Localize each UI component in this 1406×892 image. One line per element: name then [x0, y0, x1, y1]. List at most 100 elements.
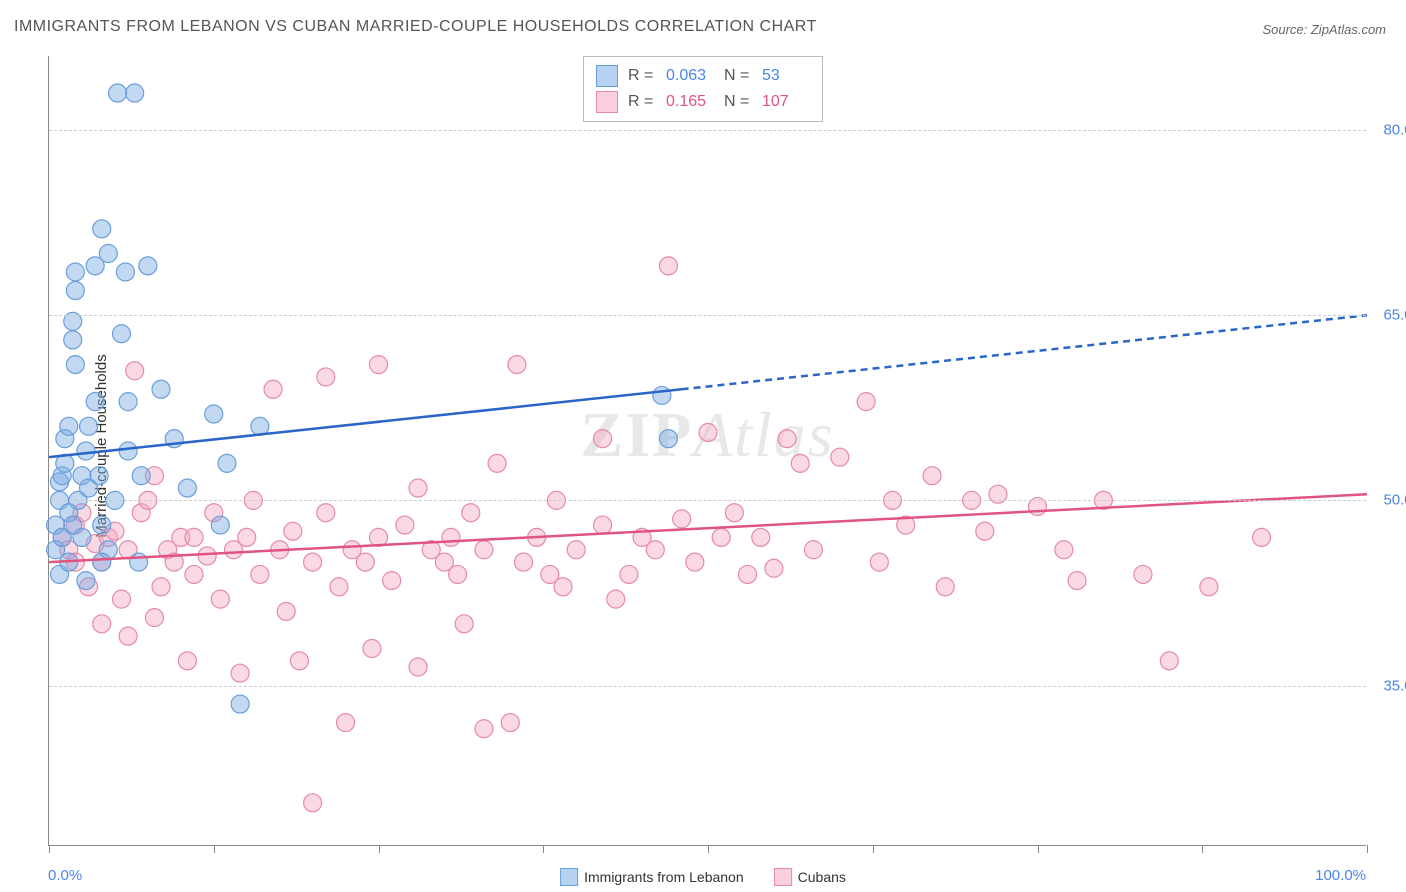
legend-item: Immigrants from Lebanon	[560, 868, 744, 886]
r-value: 0.165	[666, 93, 714, 111]
r-label: R =	[628, 93, 656, 111]
cubans-point	[152, 578, 170, 596]
r-value: 0.063	[666, 67, 714, 85]
gridline	[49, 315, 1366, 316]
legend-label: Cubans	[798, 869, 846, 885]
cubans-point	[264, 380, 282, 398]
cubans-point	[396, 516, 414, 534]
lebanon-point	[66, 282, 84, 300]
cubans-point	[304, 553, 322, 571]
x-tick	[214, 845, 215, 853]
lebanon-point	[659, 430, 677, 448]
cubans-point	[119, 627, 137, 645]
cubans-point	[791, 454, 809, 472]
lebanon-point	[119, 442, 137, 460]
y-tick-label: 65.0%	[1371, 307, 1406, 324]
cubans-point	[514, 553, 532, 571]
cubans-point	[442, 528, 460, 546]
cubans-point	[284, 522, 302, 540]
cubans-point	[337, 714, 355, 732]
cubans-point	[739, 565, 757, 583]
cubans-point	[1253, 528, 1271, 546]
chart-title: IMMIGRANTS FROM LEBANON VS CUBAN MARRIED…	[14, 18, 817, 36]
cubans-point	[804, 541, 822, 559]
cubans-point	[712, 528, 730, 546]
cubans-point	[976, 522, 994, 540]
cubans-point	[857, 393, 875, 411]
cubans-point	[93, 615, 111, 633]
cubans-point	[178, 652, 196, 670]
gridline	[49, 500, 1366, 501]
source-label: Source: ZipAtlas.com	[1262, 22, 1386, 37]
cubans-point	[231, 664, 249, 682]
x-tick	[1202, 845, 1203, 853]
x-tick	[49, 845, 50, 853]
cubans-point	[870, 553, 888, 571]
lebanon-point	[99, 245, 117, 263]
stats-row: R = 0.063 N = 53	[596, 63, 810, 89]
x-tick	[1038, 845, 1039, 853]
cubans-point	[567, 541, 585, 559]
cubans-point	[554, 578, 572, 596]
cubans-point	[620, 565, 638, 583]
cubans-point	[185, 528, 203, 546]
lebanon-point	[112, 325, 130, 343]
cubans-point	[462, 504, 480, 522]
lebanon-point	[93, 220, 111, 238]
cubans-point	[370, 356, 388, 374]
cubans-point	[363, 640, 381, 658]
cubans-point	[211, 590, 229, 608]
n-label: N =	[724, 93, 752, 111]
legend-bottom: Immigrants from Lebanon Cubans	[560, 868, 846, 886]
lebanon-point	[119, 393, 137, 411]
cubans-point	[330, 578, 348, 596]
plot-area: ZIPAtlas 35.0%50.0%65.0%80.0%	[48, 56, 1366, 846]
legend-label: Immigrants from Lebanon	[584, 869, 744, 885]
cubans-point	[765, 559, 783, 577]
lebanon-point	[66, 356, 84, 374]
cubans-point	[1068, 572, 1086, 590]
lebanon-point	[66, 263, 84, 281]
lebanon-point	[205, 405, 223, 423]
cubans-point	[1134, 565, 1152, 583]
lebanon-point	[653, 386, 671, 404]
gridline	[49, 686, 1366, 687]
cubans-point	[778, 430, 796, 448]
cubans-point	[1200, 578, 1218, 596]
cubans-point	[594, 516, 612, 534]
cubans-point	[455, 615, 473, 633]
lebanon-trend-solid	[49, 389, 682, 457]
n-value: 53	[762, 67, 810, 85]
cubans-point	[475, 720, 493, 738]
lebanon-point	[90, 467, 108, 485]
cubans-point	[699, 423, 717, 441]
cubans-point	[449, 565, 467, 583]
plot-svg	[49, 56, 1366, 845]
cubans-point	[508, 356, 526, 374]
cubans-point	[501, 714, 519, 732]
cubans-point	[1160, 652, 1178, 670]
cubans-point	[126, 362, 144, 380]
x-tick	[1367, 845, 1368, 853]
cubans-point	[673, 510, 691, 528]
lebanon-point	[130, 553, 148, 571]
cubans-point	[409, 479, 427, 497]
cubans-point	[686, 553, 704, 571]
cubans-point	[594, 430, 612, 448]
y-tick-label: 80.0%	[1371, 122, 1406, 139]
lebanon-point	[218, 454, 236, 472]
cubans-point	[646, 541, 664, 559]
n-label: N =	[724, 67, 752, 85]
cubans-point	[304, 794, 322, 812]
x-tick	[873, 845, 874, 853]
r-label: R =	[628, 67, 656, 85]
cubans-point	[752, 528, 770, 546]
legend-swatch	[774, 868, 792, 886]
cubans-point	[251, 565, 269, 583]
x-axis-max-label: 100.0%	[1315, 867, 1366, 884]
cubans-point	[831, 448, 849, 466]
lebanon-point	[80, 417, 98, 435]
lebanon-point	[152, 380, 170, 398]
lebanon-point	[109, 84, 127, 102]
lebanon-point	[132, 467, 150, 485]
